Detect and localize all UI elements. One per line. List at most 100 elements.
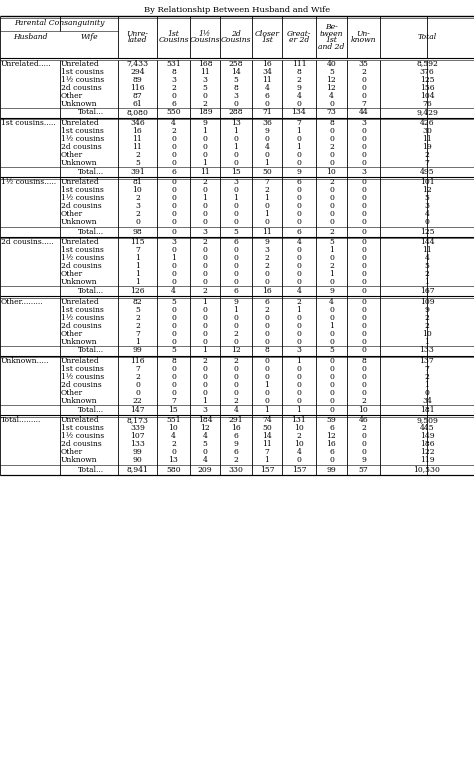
- Text: 0: 0: [264, 135, 269, 143]
- Text: 2: 2: [202, 178, 208, 186]
- Text: 9: 9: [297, 83, 301, 91]
- Text: 7: 7: [361, 100, 366, 107]
- Text: 0: 0: [329, 357, 334, 365]
- Text: 147: 147: [130, 406, 145, 414]
- Text: lated: lated: [128, 36, 147, 44]
- Text: 0: 0: [234, 211, 238, 218]
- Text: 0: 0: [329, 218, 334, 227]
- Text: 6: 6: [264, 91, 269, 100]
- Text: 0: 0: [264, 329, 269, 338]
- Text: 1: 1: [135, 254, 140, 262]
- Text: 8,941: 8,941: [127, 466, 148, 473]
- Text: 12: 12: [327, 83, 337, 91]
- Text: 7: 7: [425, 365, 429, 373]
- Text: 0: 0: [329, 406, 334, 414]
- Text: 0: 0: [264, 357, 269, 365]
- Text: 445: 445: [419, 424, 434, 433]
- Text: 1: 1: [135, 262, 140, 270]
- Text: 89: 89: [133, 76, 142, 83]
- Text: 1: 1: [264, 406, 269, 414]
- Text: Great-: Great-: [287, 30, 311, 38]
- Text: 1: 1: [297, 306, 301, 313]
- Text: Un-: Un-: [356, 30, 371, 38]
- Text: 2d cousins: 2d cousins: [61, 143, 102, 151]
- Text: Other: Other: [61, 449, 83, 457]
- Text: 1: 1: [234, 127, 238, 135]
- Text: 5: 5: [329, 238, 334, 246]
- Text: 2: 2: [361, 397, 366, 405]
- Text: 8: 8: [361, 357, 366, 365]
- Text: 8: 8: [329, 119, 334, 127]
- Text: 0: 0: [329, 211, 334, 218]
- Text: 0: 0: [202, 329, 208, 338]
- Text: 391: 391: [130, 168, 145, 176]
- Text: 9,509: 9,509: [416, 417, 438, 424]
- Text: 12: 12: [200, 424, 210, 433]
- Text: 2: 2: [264, 186, 269, 195]
- Text: 2: 2: [264, 254, 269, 262]
- Text: 0: 0: [361, 346, 366, 355]
- Text: 59: 59: [327, 417, 337, 424]
- Text: 6: 6: [264, 297, 269, 306]
- Text: 0: 0: [361, 270, 366, 278]
- Text: 1: 1: [202, 195, 208, 202]
- Text: 531: 531: [166, 60, 181, 67]
- Text: 6: 6: [297, 178, 301, 186]
- Text: 0: 0: [202, 246, 208, 254]
- Text: 189: 189: [198, 109, 212, 116]
- Text: Unrelated: Unrelated: [61, 297, 100, 306]
- Text: 0: 0: [297, 202, 301, 211]
- Text: 0: 0: [361, 338, 366, 345]
- Text: 2: 2: [329, 143, 334, 151]
- Text: 0: 0: [171, 373, 176, 381]
- Text: 0: 0: [297, 211, 301, 218]
- Text: Unknown.....: Unknown.....: [1, 357, 49, 365]
- Text: 0: 0: [361, 262, 366, 270]
- Text: 1: 1: [297, 357, 301, 365]
- Text: 12: 12: [327, 433, 337, 440]
- Text: 8: 8: [171, 357, 176, 365]
- Text: 116: 116: [130, 357, 145, 365]
- Text: 1½ cousins: 1½ cousins: [61, 433, 104, 440]
- Text: 0: 0: [202, 254, 208, 262]
- Text: 0: 0: [171, 381, 176, 389]
- Text: 5: 5: [425, 262, 429, 270]
- Text: 5: 5: [234, 228, 238, 235]
- Text: 0: 0: [329, 127, 334, 135]
- Text: 2: 2: [329, 178, 334, 186]
- Text: 1st cousins: 1st cousins: [61, 365, 104, 373]
- Text: 10: 10: [359, 406, 368, 414]
- Text: 0: 0: [361, 211, 366, 218]
- Text: 12: 12: [231, 346, 241, 355]
- Text: 168: 168: [198, 60, 212, 67]
- Text: 46: 46: [359, 417, 368, 424]
- Text: 0: 0: [171, 449, 176, 457]
- Text: 0: 0: [202, 262, 208, 270]
- Text: 0: 0: [202, 338, 208, 345]
- Text: 0: 0: [361, 329, 366, 338]
- Text: Closer: Closer: [255, 30, 280, 38]
- Text: Other: Other: [61, 329, 83, 338]
- Text: 0: 0: [329, 195, 334, 202]
- Text: 2: 2: [297, 433, 301, 440]
- Text: 3: 3: [361, 119, 366, 127]
- Text: 0: 0: [297, 246, 301, 254]
- Text: 2d cousins: 2d cousins: [61, 322, 102, 329]
- Text: 0: 0: [171, 322, 176, 329]
- Text: 0: 0: [264, 389, 269, 397]
- Text: 1: 1: [234, 306, 238, 313]
- Text: 119: 119: [419, 457, 434, 464]
- Text: 0: 0: [171, 91, 176, 100]
- Text: 4: 4: [171, 287, 176, 295]
- Text: 3: 3: [264, 246, 270, 254]
- Text: 7: 7: [135, 365, 140, 373]
- Text: 10,530: 10,530: [413, 466, 440, 473]
- Text: 2: 2: [329, 228, 334, 235]
- Text: Cousins: Cousins: [221, 36, 251, 44]
- Text: 0: 0: [234, 381, 238, 389]
- Text: Total.........: Total.........: [1, 417, 41, 424]
- Text: 2: 2: [361, 424, 366, 433]
- Text: Unrelated: Unrelated: [61, 60, 100, 67]
- Text: 22: 22: [133, 397, 142, 405]
- Text: 9: 9: [234, 440, 238, 449]
